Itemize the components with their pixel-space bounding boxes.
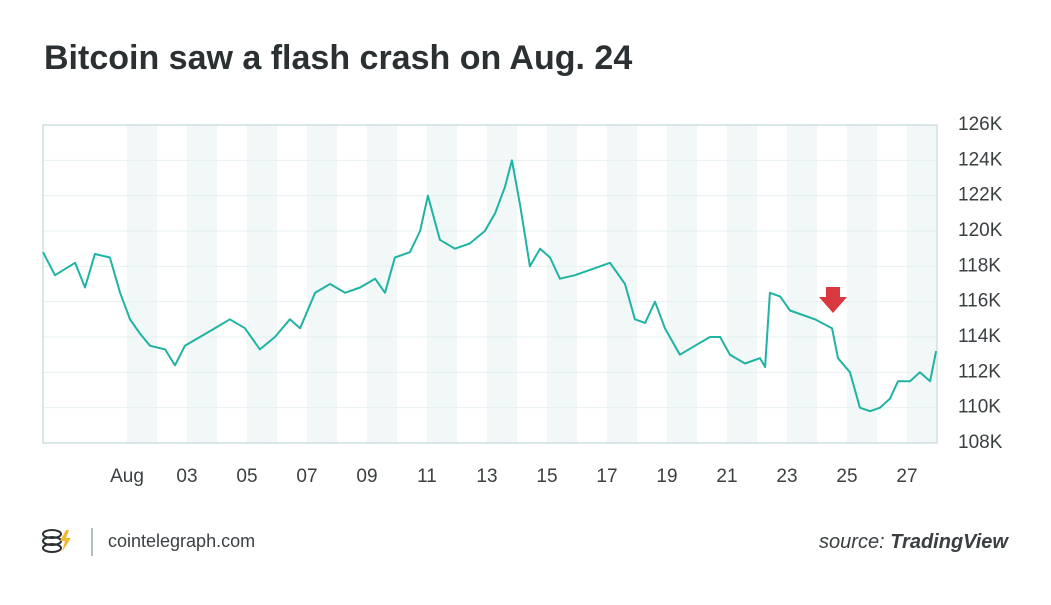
x-tick-label: 05 (236, 466, 257, 487)
price-line (42, 159, 938, 413)
x-tick-label: 03 (176, 466, 197, 487)
day-band (367, 125, 397, 443)
logo (42, 529, 71, 553)
y-tick-label: 120K (958, 220, 1003, 241)
y-tick-label: 116K (958, 291, 1001, 312)
site-name: cointelegraph.com (108, 531, 255, 551)
day-band (247, 125, 277, 443)
x-tick-label: 07 (296, 466, 317, 487)
day-band (547, 125, 577, 443)
day-band (187, 125, 217, 443)
y-tick-label: 122K (958, 185, 1003, 206)
y-tick-label: 124K (958, 149, 1003, 170)
y-tick-label: 118K (958, 255, 1001, 276)
day-band (427, 125, 457, 443)
x-tick-label: 13 (476, 466, 497, 487)
x-tick-label: 19 (656, 466, 677, 487)
day-band (307, 125, 337, 443)
y-tick-label: 126K (958, 114, 1003, 135)
day-band (847, 125, 877, 443)
source-label: source: (819, 531, 885, 553)
day-band (787, 125, 817, 443)
day-band (607, 125, 637, 443)
source-name: TradingView (890, 531, 1009, 553)
x-tick-label: 17 (596, 466, 617, 487)
x-tick-label: 15 (536, 466, 557, 487)
y-tick-label: 110K (958, 397, 1001, 418)
x-tick-label: 23 (776, 466, 797, 487)
day-band (727, 125, 757, 443)
x-tick-label: 21 (716, 466, 737, 487)
y-tick-label: 112K (958, 361, 1001, 382)
x-tick-label: 27 (896, 466, 917, 487)
y-tick-label: 114K (958, 326, 1001, 347)
crash-arrow (819, 287, 847, 313)
x-tick-label: 25 (836, 466, 857, 487)
chart-title: Bitcoin saw a flash crash on Aug. 24 (44, 39, 632, 77)
x-tick-label: Aug (110, 466, 144, 487)
x-tick-label: 11 (417, 466, 437, 487)
day-band (487, 125, 517, 443)
x-tick-label: 09 (356, 466, 377, 487)
day-band (127, 125, 157, 443)
y-tick-label: 108K (958, 432, 1003, 453)
day-band (907, 125, 937, 443)
plot-frame (42, 124, 938, 444)
source: source: TradingView (819, 531, 1009, 553)
day-band (667, 125, 697, 443)
